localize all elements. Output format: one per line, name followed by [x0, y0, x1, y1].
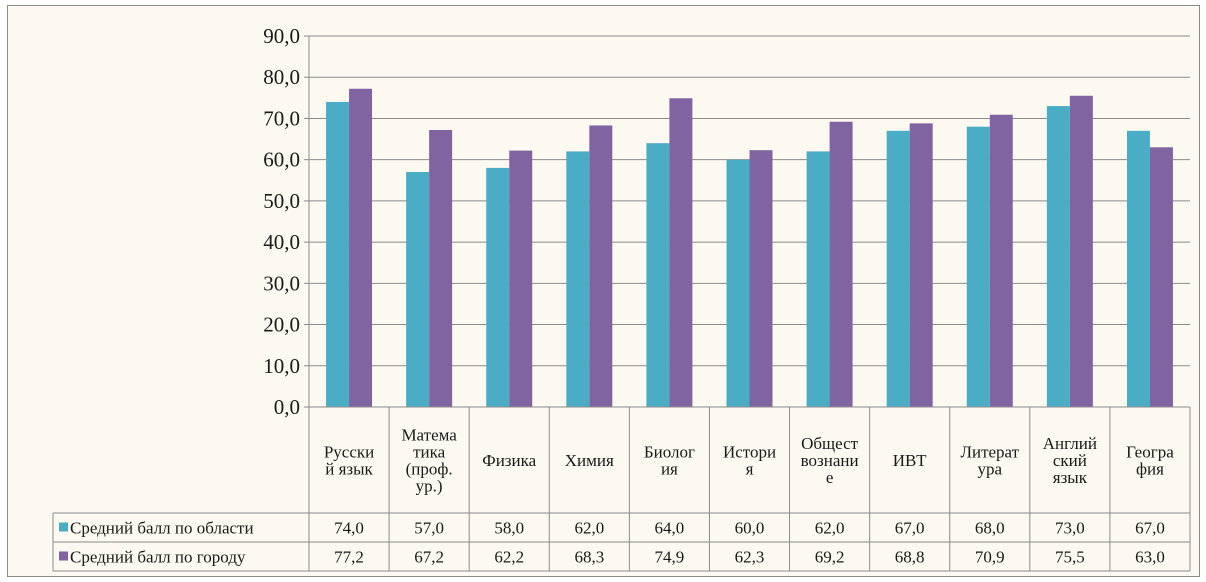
- chart-area: 0,0 10,0 20,0 30,0 40,0 50,0 60,0 70,0 80,0 90,0 Р…: [7, 5, 1200, 577]
- bar-city: [349, 88, 373, 408]
- legend-key: [59, 551, 68, 561]
- data-table-value: 60,0: [735, 519, 765, 538]
- data-table-value: 74,0: [334, 519, 364, 538]
- bar-city: [429, 129, 453, 407]
- data-table-value: 64,0: [655, 519, 685, 538]
- data-table-value: 62,0: [815, 519, 845, 538]
- data-table-value: 68,3: [574, 548, 604, 567]
- x-category-label: фия: [1136, 460, 1164, 479]
- y-tick-label: 60,0: [263, 148, 300, 172]
- data-table-value: 58,0: [494, 519, 524, 538]
- y-tick-label: 90,0: [263, 24, 300, 48]
- bar-region: [966, 126, 990, 407]
- x-category-label: ия: [661, 460, 678, 479]
- x-category-label: я: [746, 460, 754, 479]
- x-category-label: Англий: [1043, 434, 1097, 453]
- data-table-value: 62,0: [574, 519, 604, 538]
- bar-region: [726, 159, 750, 407]
- x-category-label: Физика: [482, 451, 536, 470]
- x-category-label: ура: [977, 460, 1002, 479]
- data-table-value: 69,2: [815, 548, 845, 567]
- bar-region: [806, 151, 830, 407]
- data-table-value: 70,9: [975, 548, 1005, 567]
- data-table-value: 73,0: [1055, 519, 1085, 538]
- data-table-value: 63,0: [1135, 548, 1165, 567]
- data-table-value: 75,5: [1055, 548, 1085, 567]
- x-category-label: Русски: [324, 443, 374, 462]
- y-tick-label: 20,0: [263, 313, 300, 337]
- x-category-label: Геогра: [1126, 443, 1174, 462]
- bar-region: [486, 167, 510, 407]
- y-tick-label: 10,0: [263, 354, 300, 378]
- bar-city: [829, 121, 853, 408]
- data-table-value: 62,3: [735, 548, 765, 567]
- data-table-value: 67,0: [895, 519, 925, 538]
- x-category-label: е: [826, 468, 834, 487]
- bar-region: [886, 130, 910, 408]
- data-table-value: 77,2: [334, 548, 364, 567]
- y-tick-label: 0,0: [274, 395, 300, 419]
- data-table-value: 68,8: [895, 548, 925, 567]
- x-category-label: ский: [1053, 451, 1087, 470]
- bar-city: [509, 150, 533, 407]
- x-category-label: ур.): [416, 477, 443, 496]
- data-table-value: 74,9: [655, 548, 685, 567]
- x-category-label: Литерат: [960, 443, 1019, 462]
- data-table-value: 57,0: [414, 519, 444, 538]
- x-category-label: вознани: [801, 451, 859, 470]
- bar-region: [1046, 106, 1070, 408]
- x-category-label: Матема: [401, 426, 457, 445]
- bar-region: [1126, 130, 1150, 408]
- x-category-label: Общест: [801, 434, 859, 453]
- data-table-value: 67,2: [414, 548, 444, 567]
- legend-series-name: Средний балл по области: [70, 519, 254, 538]
- y-tick-label: 50,0: [263, 189, 300, 213]
- bar-city: [1069, 95, 1093, 408]
- legend-series-name: Средний балл по городу: [70, 548, 246, 567]
- bar-region: [326, 101, 350, 407]
- bar-city: [669, 98, 693, 408]
- x-category-label: язык: [1053, 468, 1088, 487]
- x-category-label: тика: [413, 443, 446, 462]
- data-table-value: 67,0: [1135, 519, 1165, 538]
- bar-city: [749, 150, 773, 408]
- bar-chart: 0,0 10,0 20,0 30,0 40,0 50,0 60,0 70,0 80,0 90,0 Р…: [52, 24, 1191, 572]
- x-category-label: Химия: [565, 451, 614, 470]
- bar-city: [589, 125, 613, 408]
- data-table-value: 68,0: [975, 519, 1005, 538]
- x-category-label: ИВТ: [893, 451, 927, 470]
- y-tick-label: 80,0: [263, 65, 300, 89]
- y-tick-label: 40,0: [263, 230, 300, 254]
- x-category-label: й язык: [325, 460, 373, 479]
- bar-region: [566, 151, 590, 407]
- x-category-label: (проф.: [406, 460, 453, 479]
- data-table-value: 62,2: [494, 548, 524, 567]
- bar-city: [989, 114, 1013, 408]
- y-tick-label: 70,0: [263, 106, 300, 130]
- x-category-label: Биолог: [644, 443, 695, 462]
- legend-key: [59, 522, 68, 532]
- bar-region: [646, 143, 670, 407]
- x-category-label: Истори: [723, 443, 776, 462]
- bar-city: [1149, 147, 1173, 408]
- bar-city: [909, 123, 933, 407]
- y-tick-label: 30,0: [263, 271, 300, 295]
- bar-region: [406, 172, 430, 407]
